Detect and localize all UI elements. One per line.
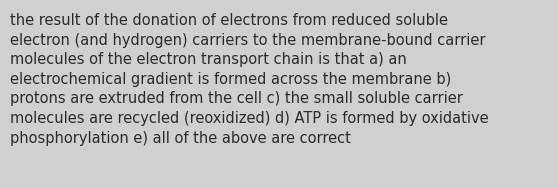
Text: the result of the donation of electrons from reduced soluble
electron (and hydro: the result of the donation of electrons … <box>10 13 489 146</box>
